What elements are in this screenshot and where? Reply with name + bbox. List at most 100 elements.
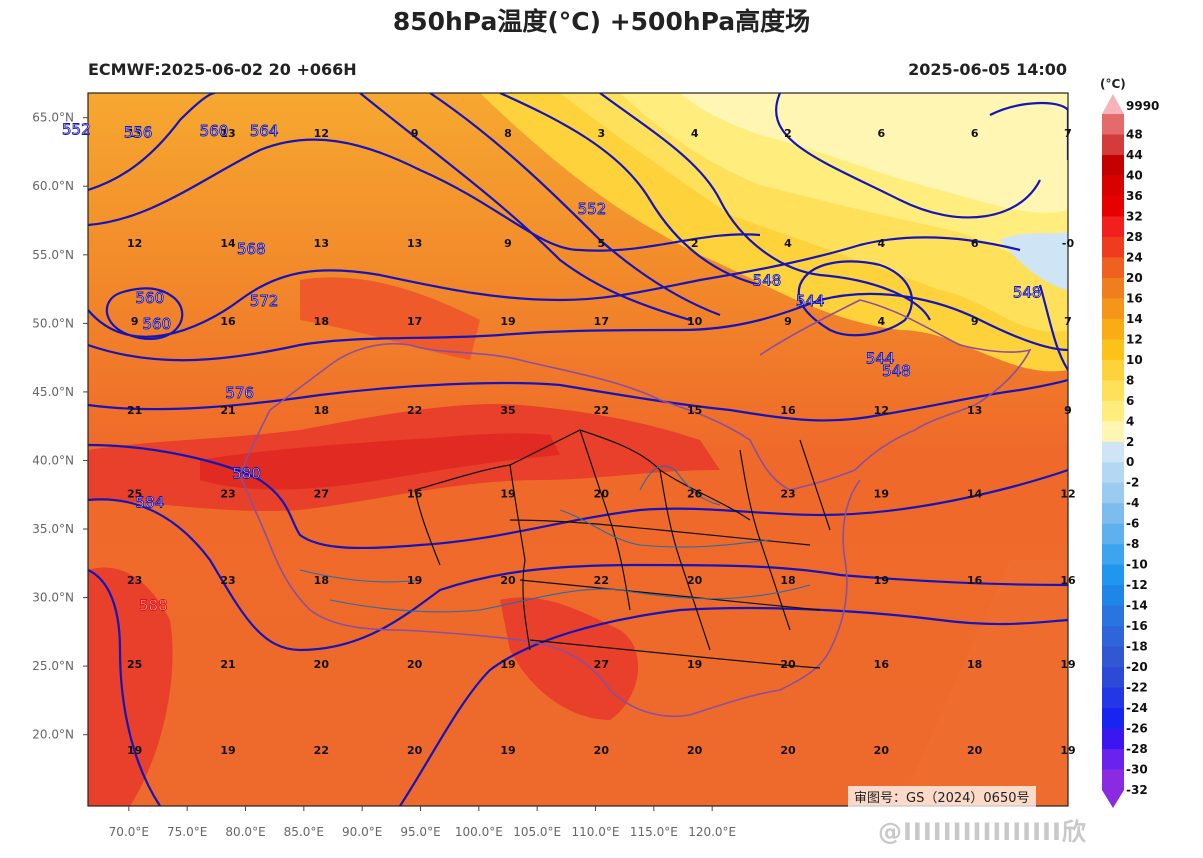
- colorbar-swatch: [1102, 441, 1124, 463]
- temperature-value: 19: [1060, 744, 1075, 757]
- colorbar-swatch: [1102, 626, 1124, 648]
- temperature-value: 16: [407, 488, 423, 501]
- model-run-label: ECMWF:2025-06-02 20 +066H: [88, 60, 357, 79]
- temperature-value: 27: [594, 658, 609, 671]
- contour-label: 548: [753, 271, 782, 289]
- colorbar-level-label: 24: [1126, 250, 1143, 264]
- temperature-value: 12: [127, 237, 142, 250]
- lon-tick-label: 70.0°E: [109, 825, 149, 839]
- temperature-value: 14: [967, 488, 983, 501]
- contour-label: 552: [578, 200, 607, 218]
- temperature-value: 19: [500, 744, 515, 757]
- temperature-value: 21: [220, 658, 235, 671]
- colorbar-level-label: -2: [1126, 476, 1139, 490]
- temperature-value: 17: [594, 315, 609, 328]
- temperature-value: 6: [878, 127, 886, 140]
- contour-label: 548: [1013, 284, 1042, 302]
- temperature-value: 20: [407, 658, 423, 671]
- colorbar-swatch: [1102, 380, 1124, 402]
- temperature-value: 23: [220, 574, 235, 587]
- colorbar-level-label: 16: [1126, 291, 1143, 305]
- colorbar-swatch: [1102, 503, 1124, 525]
- colorbar-level-label: -32: [1126, 783, 1148, 797]
- temperature-value: 16: [874, 658, 890, 671]
- temperature-value: 10: [687, 315, 703, 328]
- temperature-value: 25: [127, 488, 142, 501]
- colorbar-level-label: 4: [1126, 414, 1134, 428]
- temperature-value: 4: [784, 237, 792, 250]
- lat-tick-label: 30.0°N: [32, 591, 74, 605]
- colorbar-swatch: [1102, 728, 1124, 750]
- colorbar-swatch: [1102, 646, 1124, 668]
- temperature-value: 15: [687, 404, 702, 417]
- colorbar-level-label: -4: [1126, 496, 1139, 510]
- lon-tick-label: 75.0°E: [167, 825, 207, 839]
- watermark: @IIIIIIIIIIIIIIII欣: [878, 818, 1087, 846]
- colorbar-level-label: 40: [1126, 168, 1143, 182]
- temperature-value: 12: [314, 127, 329, 140]
- temperature-value: 18: [314, 315, 329, 328]
- temperature-value: 19: [1060, 658, 1075, 671]
- map-approval-number: 审图号：GS（2024）0650号: [848, 786, 1036, 807]
- temperature-value: 4: [878, 237, 886, 250]
- colorbar-level-label: -18: [1126, 640, 1148, 654]
- lat-tick-label: 50.0°N: [32, 316, 74, 330]
- colorbar-swatch: [1102, 564, 1124, 586]
- lat-tick-label: 65.0°N: [32, 111, 74, 125]
- colorbar-level-label: 12: [1126, 332, 1143, 346]
- colorbar-level-label: 20: [1126, 271, 1143, 285]
- lat-tick-label: 60.0°N: [32, 179, 74, 193]
- colorbar-level-label: -10: [1126, 558, 1148, 572]
- contour-label: 544: [866, 350, 895, 368]
- temperature-value: 7: [1064, 127, 1072, 140]
- province-borders: [414, 429, 831, 669]
- lat-tick-label: 35.0°N: [32, 522, 74, 536]
- colorbar-level-label: -30: [1126, 763, 1148, 777]
- temperature-value: 20: [780, 658, 796, 671]
- colorbar-level-label: -8: [1126, 537, 1139, 551]
- temperature-value: 13: [314, 237, 329, 250]
- colorbar-swatch: [1102, 277, 1124, 299]
- contour-label: 572: [250, 292, 279, 310]
- temperature-value: 13: [127, 127, 142, 140]
- temperature-value: 12: [1060, 488, 1075, 501]
- temperature-value: 20: [500, 574, 516, 587]
- colorbar-level-label: -20: [1126, 660, 1148, 674]
- colorbar-level-label: 32: [1126, 209, 1143, 223]
- temperature-value: 6: [971, 237, 979, 250]
- temperature-value: 17: [407, 315, 422, 328]
- temperature-value: 22: [314, 744, 329, 757]
- colorbar-level-label: -6: [1126, 517, 1139, 531]
- temperature-value: 13: [407, 237, 422, 250]
- colorbar-level-label: 14: [1126, 312, 1143, 326]
- longitude-axis: 70.0°E 75.0°E 80.0°E 85.0°E 90.0°E 95.0°E 100.…: [109, 806, 736, 839]
- temperature-value: 9: [784, 315, 792, 328]
- latitude-axis: 65.0°N 60.0°N 55.0°N 50.0°N 45.0°N 40.0°N 35.0…: [32, 111, 88, 742]
- lat-tick-label: 45.0°N: [32, 385, 74, 399]
- temperature-value: 19: [407, 574, 422, 587]
- lon-tick-label: 105.0°E: [513, 825, 561, 839]
- lon-tick-label: 100.0°E: [455, 825, 503, 839]
- contour-label: 576: [225, 384, 254, 402]
- temperature-value: 19: [874, 574, 889, 587]
- colorbar-swatch: [1102, 154, 1124, 176]
- temperature-value: 16: [220, 315, 236, 328]
- colorbar-swatch: [1102, 544, 1124, 566]
- temperature-value: 19: [500, 658, 515, 671]
- temperature-value: 13: [220, 127, 235, 140]
- colorbar-level-label: 36: [1126, 189, 1143, 203]
- temperature-value: 20: [967, 744, 983, 757]
- colorbar-swatch: [1102, 421, 1124, 443]
- temperature-value: 19: [500, 488, 515, 501]
- temperature-value: 5: [598, 237, 606, 250]
- temperature-value: 9: [504, 237, 512, 250]
- colorbar-swatch: [1102, 605, 1124, 627]
- temperature-colorbar: 999048444036322824201614121086420-2-4-6-…: [1102, 94, 1159, 808]
- temperature-value: 27: [314, 488, 329, 501]
- temperature-value: 19: [220, 744, 235, 757]
- temperature-field: [88, 93, 1068, 806]
- colorbar-swatch: [1102, 318, 1124, 340]
- temperature-value: 13: [967, 404, 982, 417]
- lon-tick-label: 115.0°E: [630, 825, 678, 839]
